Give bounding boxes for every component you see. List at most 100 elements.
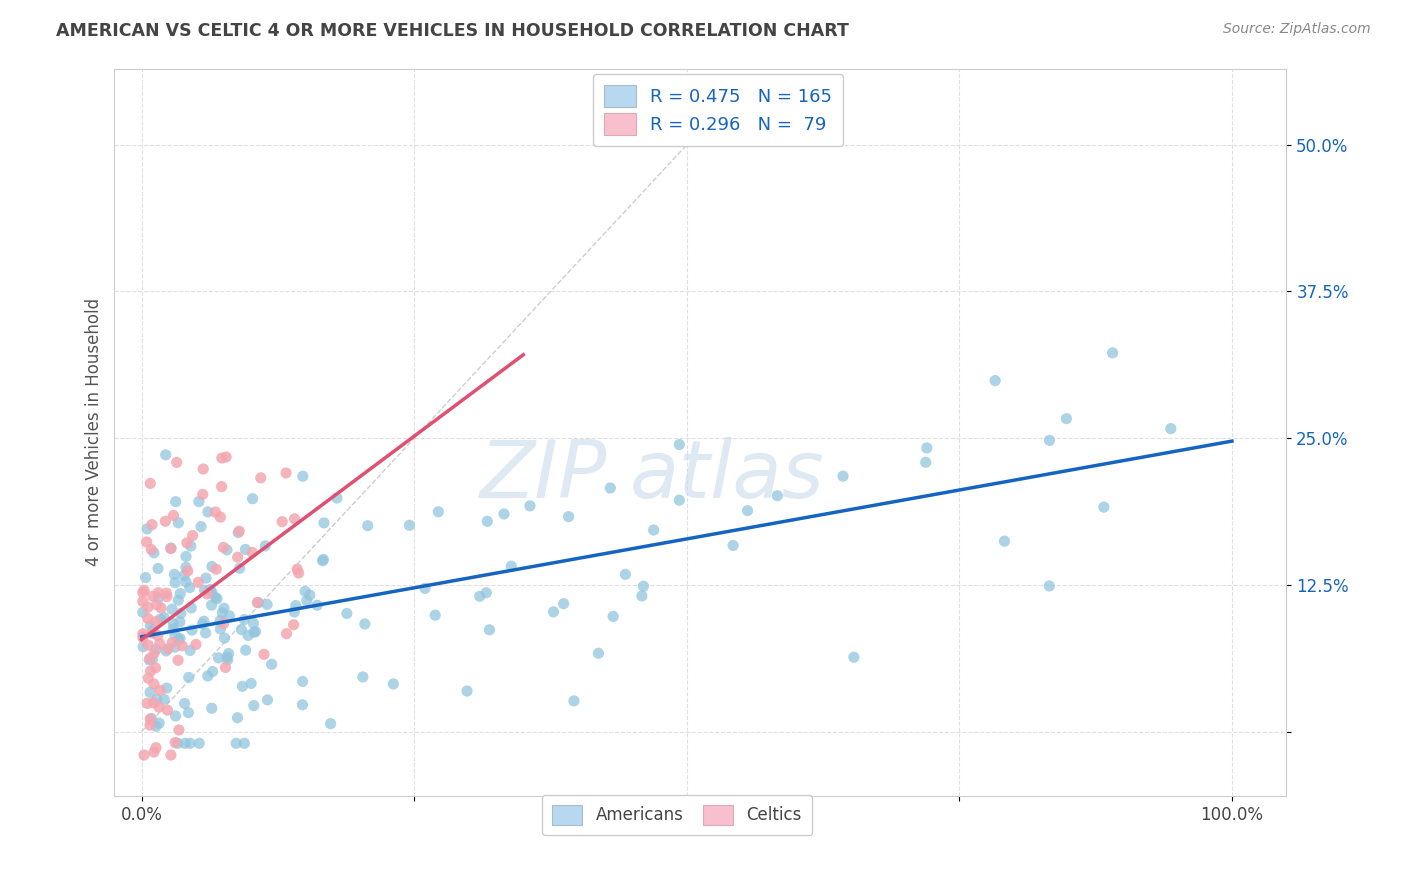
Point: [228, 524, 250, 539]
Point: [336, 607, 359, 621]
Point: [193, 462, 215, 476]
Point: [156, 641, 179, 656]
Point: [156, 703, 179, 717]
Point: [136, 522, 159, 536]
Point: [588, 646, 610, 660]
Point: [737, 504, 759, 518]
Point: [312, 516, 335, 530]
Point: [235, 643, 257, 657]
Point: [311, 554, 333, 568]
Text: Source: ZipAtlas.com: Source: ZipAtlas.com: [1223, 22, 1371, 37]
Point: [543, 605, 565, 619]
Point: [209, 614, 232, 628]
Point: [456, 684, 478, 698]
Point: [294, 584, 316, 599]
Point: [167, 632, 190, 647]
Point: [179, 581, 201, 595]
Point: [173, 568, 195, 582]
Point: [668, 493, 690, 508]
Point: [249, 471, 271, 485]
Point: [562, 694, 585, 708]
Point: [139, 712, 162, 726]
Point: [145, 692, 167, 706]
Point: [1038, 579, 1060, 593]
Point: [132, 605, 155, 619]
Point: [148, 591, 170, 605]
Point: [177, 564, 200, 578]
Point: [254, 539, 277, 553]
Point: [191, 617, 214, 632]
Point: [188, 736, 211, 750]
Point: [174, 736, 197, 750]
Point: [256, 598, 278, 612]
Point: [1054, 411, 1077, 425]
Point: [165, 575, 187, 590]
Point: [243, 625, 266, 640]
Point: [260, 657, 283, 672]
Point: [242, 491, 264, 506]
Point: [145, 740, 167, 755]
Point: [162, 635, 184, 649]
Point: [553, 597, 575, 611]
Point: [245, 624, 267, 639]
Point: [149, 683, 172, 698]
Point: [138, 653, 160, 667]
Point: [179, 643, 201, 657]
Point: [174, 560, 197, 574]
Point: [253, 648, 276, 662]
Point: [283, 617, 305, 632]
Point: [256, 693, 278, 707]
Point: [181, 528, 204, 542]
Point: [167, 723, 190, 737]
Point: [155, 644, 177, 658]
Point: [599, 481, 621, 495]
Point: [274, 466, 297, 480]
Point: [156, 590, 179, 604]
Point: [478, 623, 501, 637]
Point: [233, 736, 256, 750]
Point: [228, 561, 250, 575]
Point: [233, 613, 256, 627]
Point: [165, 494, 187, 508]
Point: [201, 586, 224, 600]
Point: [231, 679, 253, 693]
Point: [170, 639, 193, 653]
Point: [145, 661, 167, 675]
Point: [197, 669, 219, 683]
Point: [139, 718, 162, 732]
Point: [721, 538, 744, 552]
Point: [132, 640, 155, 654]
Point: [602, 609, 624, 624]
Point: [146, 561, 169, 575]
Point: [163, 628, 186, 642]
Point: [165, 735, 187, 749]
Point: [139, 618, 162, 632]
Point: [136, 611, 159, 625]
Point: [139, 651, 162, 665]
Point: [150, 601, 173, 615]
Point: [984, 374, 1007, 388]
Point: [160, 747, 183, 762]
Point: [271, 515, 294, 529]
Point: [142, 745, 165, 759]
Point: [155, 448, 177, 462]
Point: [177, 670, 200, 684]
Point: [169, 632, 191, 646]
Point: [492, 507, 515, 521]
Point: [413, 582, 436, 596]
Point: [211, 480, 233, 494]
Point: [162, 508, 184, 523]
Point: [200, 598, 222, 612]
Point: [201, 559, 224, 574]
Point: [477, 514, 499, 528]
Point: [149, 637, 172, 651]
Point: [226, 550, 249, 565]
Point: [295, 593, 318, 607]
Point: [285, 562, 308, 576]
Point: [190, 519, 212, 533]
Point: [132, 747, 155, 762]
Point: [291, 698, 314, 712]
Point: [166, 455, 188, 469]
Point: [139, 664, 162, 678]
Point: [226, 711, 249, 725]
